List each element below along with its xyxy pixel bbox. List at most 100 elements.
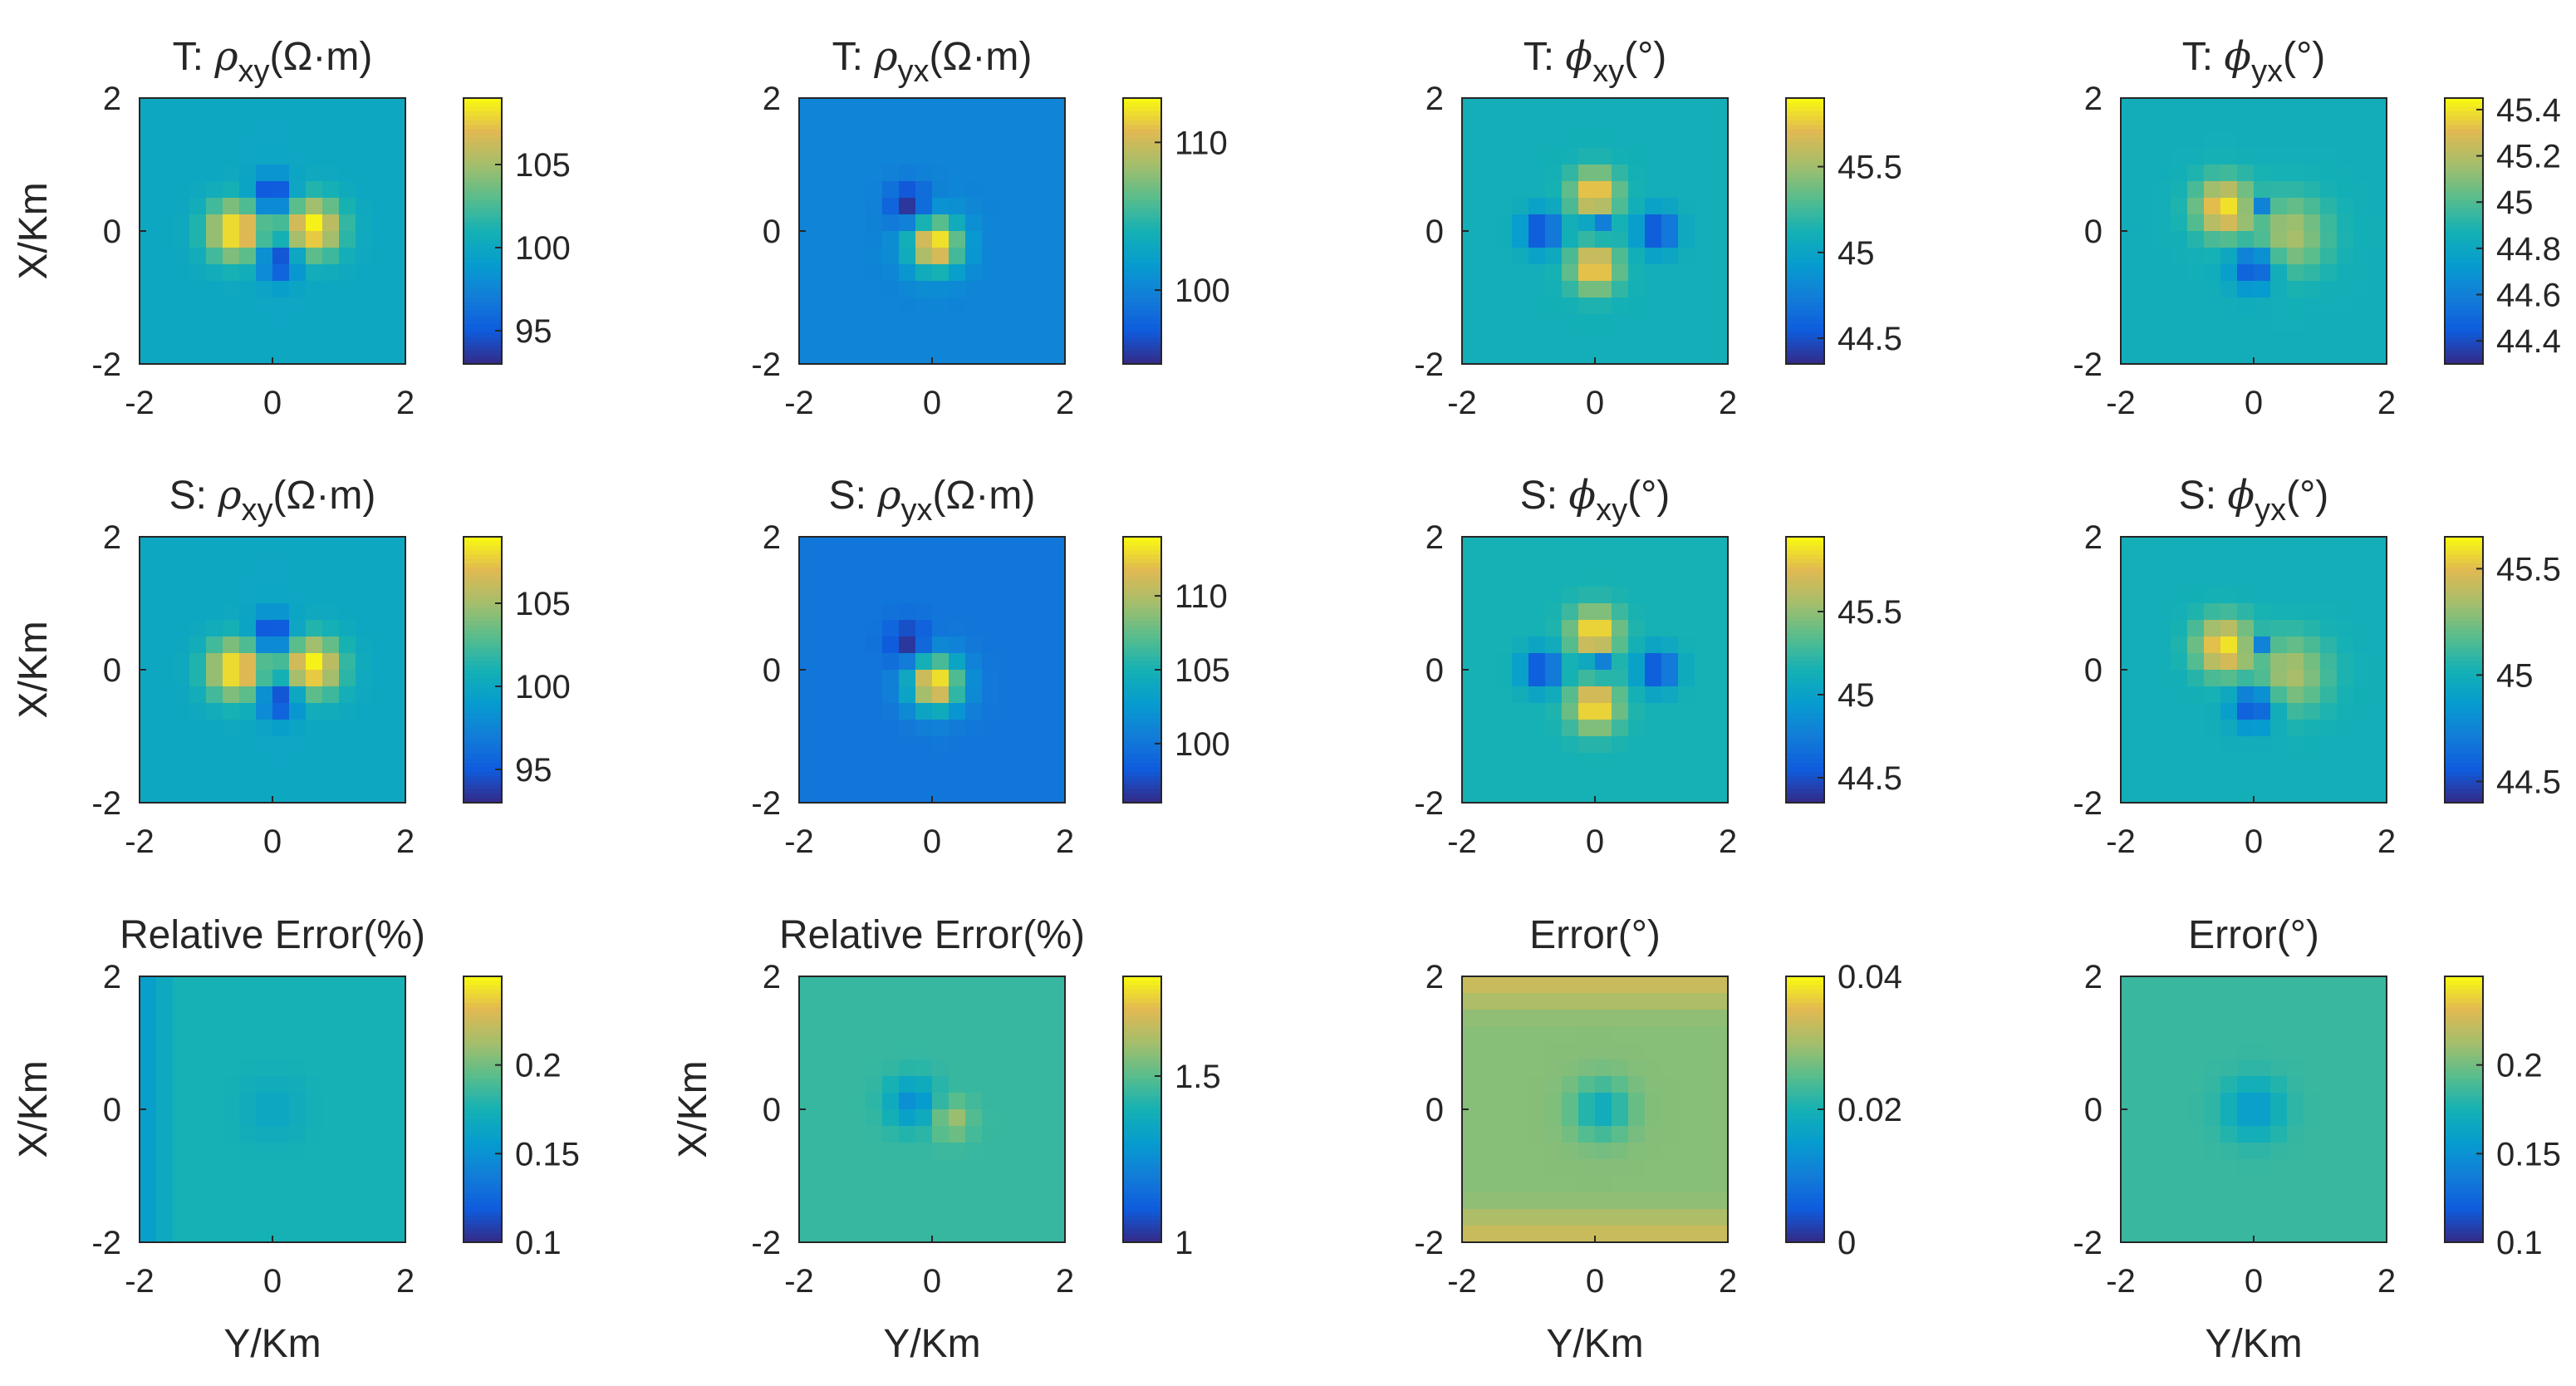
heatmap-cell: [2204, 1010, 2221, 1027]
colorbar-segment: [1786, 731, 1824, 737]
heatmap-cell: [1578, 686, 1596, 704]
heatmap-cell: [899, 570, 916, 587]
heatmap-cell: [1628, 198, 1646, 215]
heatmap-cell: [1678, 603, 1695, 621]
heatmap-cell: [306, 1043, 323, 1060]
heatmap-cell: [1661, 686, 1679, 704]
heatmap-cell: [965, 1159, 983, 1177]
heatmap-cell: [356, 314, 373, 332]
heatmap-cell: [1512, 214, 1529, 232]
colorbar-segment: [464, 1207, 502, 1212]
heatmap-cell: [999, 1126, 1016, 1143]
heatmap-cell: [999, 131, 1016, 149]
heatmap-cell: [1578, 703, 1596, 720]
heatmap-cell: [2154, 670, 2171, 687]
heatmap-cell: [2204, 653, 2221, 671]
heatmap-cell: [2204, 1159, 2221, 1177]
heatmap-cell: [2287, 181, 2304, 199]
heatmap-cell: [849, 1143, 866, 1160]
heatmap-cell: [2137, 553, 2155, 571]
heatmap-cell: [339, 198, 356, 215]
heatmap-cell: [849, 769, 866, 787]
heatmap-cell: [389, 281, 406, 298]
heatmap-cell: [1595, 131, 1612, 149]
heatmap-cell: [2353, 231, 2371, 248]
colorbar-segment: [2445, 111, 2483, 116]
heatmap-cell: [206, 131, 223, 149]
heatmap-cell: [1645, 98, 1662, 116]
heatmap-cell: [2237, 570, 2255, 587]
heatmap-cell: [206, 653, 223, 671]
heatmap-cell: [256, 603, 273, 621]
heatmap-cell: [1462, 753, 1479, 770]
colorbar-segment: [464, 337, 502, 342]
heatmap-cell: [965, 1010, 983, 1027]
heatmap-cell: [999, 1076, 1016, 1094]
colorbar-segment: [1786, 763, 1824, 768]
heatmap-cell: [866, 347, 883, 365]
heatmap-cell: [2320, 248, 2338, 265]
heatmap-cell: [799, 1010, 817, 1027]
heatmap-cell: [849, 976, 866, 994]
heatmap-cell: [173, 786, 190, 804]
heatmap-cell: [1612, 1109, 1629, 1127]
heatmap-cell: [306, 1126, 323, 1143]
heatmap-cell: [965, 1143, 983, 1160]
heatmap-cell: [2154, 314, 2171, 332]
heatmap-cell: [306, 976, 323, 994]
heatmap-cell: [1479, 148, 1496, 165]
heatmap-cell: [915, 537, 933, 554]
heatmap-cell: [173, 1093, 190, 1110]
heatmap-cell: [999, 653, 1016, 671]
colorbar-segment: [1123, 1127, 1161, 1133]
colorbar-segment: [2445, 594, 2483, 600]
y-tick-label: 2: [1425, 81, 1444, 117]
heatmap-cell: [140, 720, 157, 737]
colorbar-segment: [1123, 173, 1161, 179]
heatmap-cell: [2137, 993, 2155, 1010]
heatmap-cell: [223, 264, 240, 282]
colorbar-segment: [464, 1123, 502, 1128]
panel-title: Relative Error(%): [120, 913, 425, 957]
colorbar-segment: [1786, 1078, 1824, 1084]
colorbar-segment: [1786, 656, 1824, 661]
heatmap-cell: [272, 1059, 290, 1077]
colorbar-segment: [2445, 1149, 2483, 1154]
heatmap-cell: [1612, 331, 1629, 348]
colorbar-segment: [2445, 1109, 2483, 1114]
heatmap-cell: [2121, 636, 2138, 654]
heatmap-cell: [372, 1059, 390, 1077]
heatmap-cell: [2287, 786, 2304, 804]
heatmap-cell: [372, 198, 390, 215]
heatmap-cell: [1645, 347, 1662, 365]
colorbar-segment: [1123, 976, 1161, 981]
heatmap-cell: [965, 636, 983, 654]
heatmap-cell: [816, 98, 833, 116]
heatmap-cell: [2204, 993, 2221, 1010]
heatmap-cell: [1048, 214, 1066, 232]
colorbar-segment: [2445, 258, 2483, 263]
heatmap-cell: [1661, 786, 1679, 804]
colorbar-segment: [1786, 789, 1824, 794]
heatmap-cell: [356, 165, 373, 182]
heatmap-cell: [1711, 553, 1729, 571]
heatmap-cell: [1612, 1159, 1629, 1177]
colorbar-segment: [464, 319, 502, 325]
heatmap-cell: [389, 98, 406, 116]
colorbar-tick-label: 105: [515, 147, 571, 184]
heatmap-cell: [1048, 231, 1066, 248]
heatmap-cell: [2237, 115, 2255, 132]
heatmap-cell: [1645, 231, 1662, 248]
colorbar-segment: [1123, 598, 1161, 604]
heatmap-cell: [2304, 1043, 2321, 1060]
heatmap-cell: [289, 1176, 307, 1193]
heatmap-cell: [1645, 1226, 1662, 1243]
heatmap-cell: [866, 98, 883, 116]
heatmap-cell: [999, 297, 1016, 315]
heatmap-cell: [2337, 1159, 2354, 1177]
heatmap-cell: [189, 636, 207, 654]
heatmap-cell: [1545, 165, 1563, 182]
heatmap-cell: [1711, 1143, 1729, 1160]
heatmap-cell: [1528, 331, 1546, 348]
